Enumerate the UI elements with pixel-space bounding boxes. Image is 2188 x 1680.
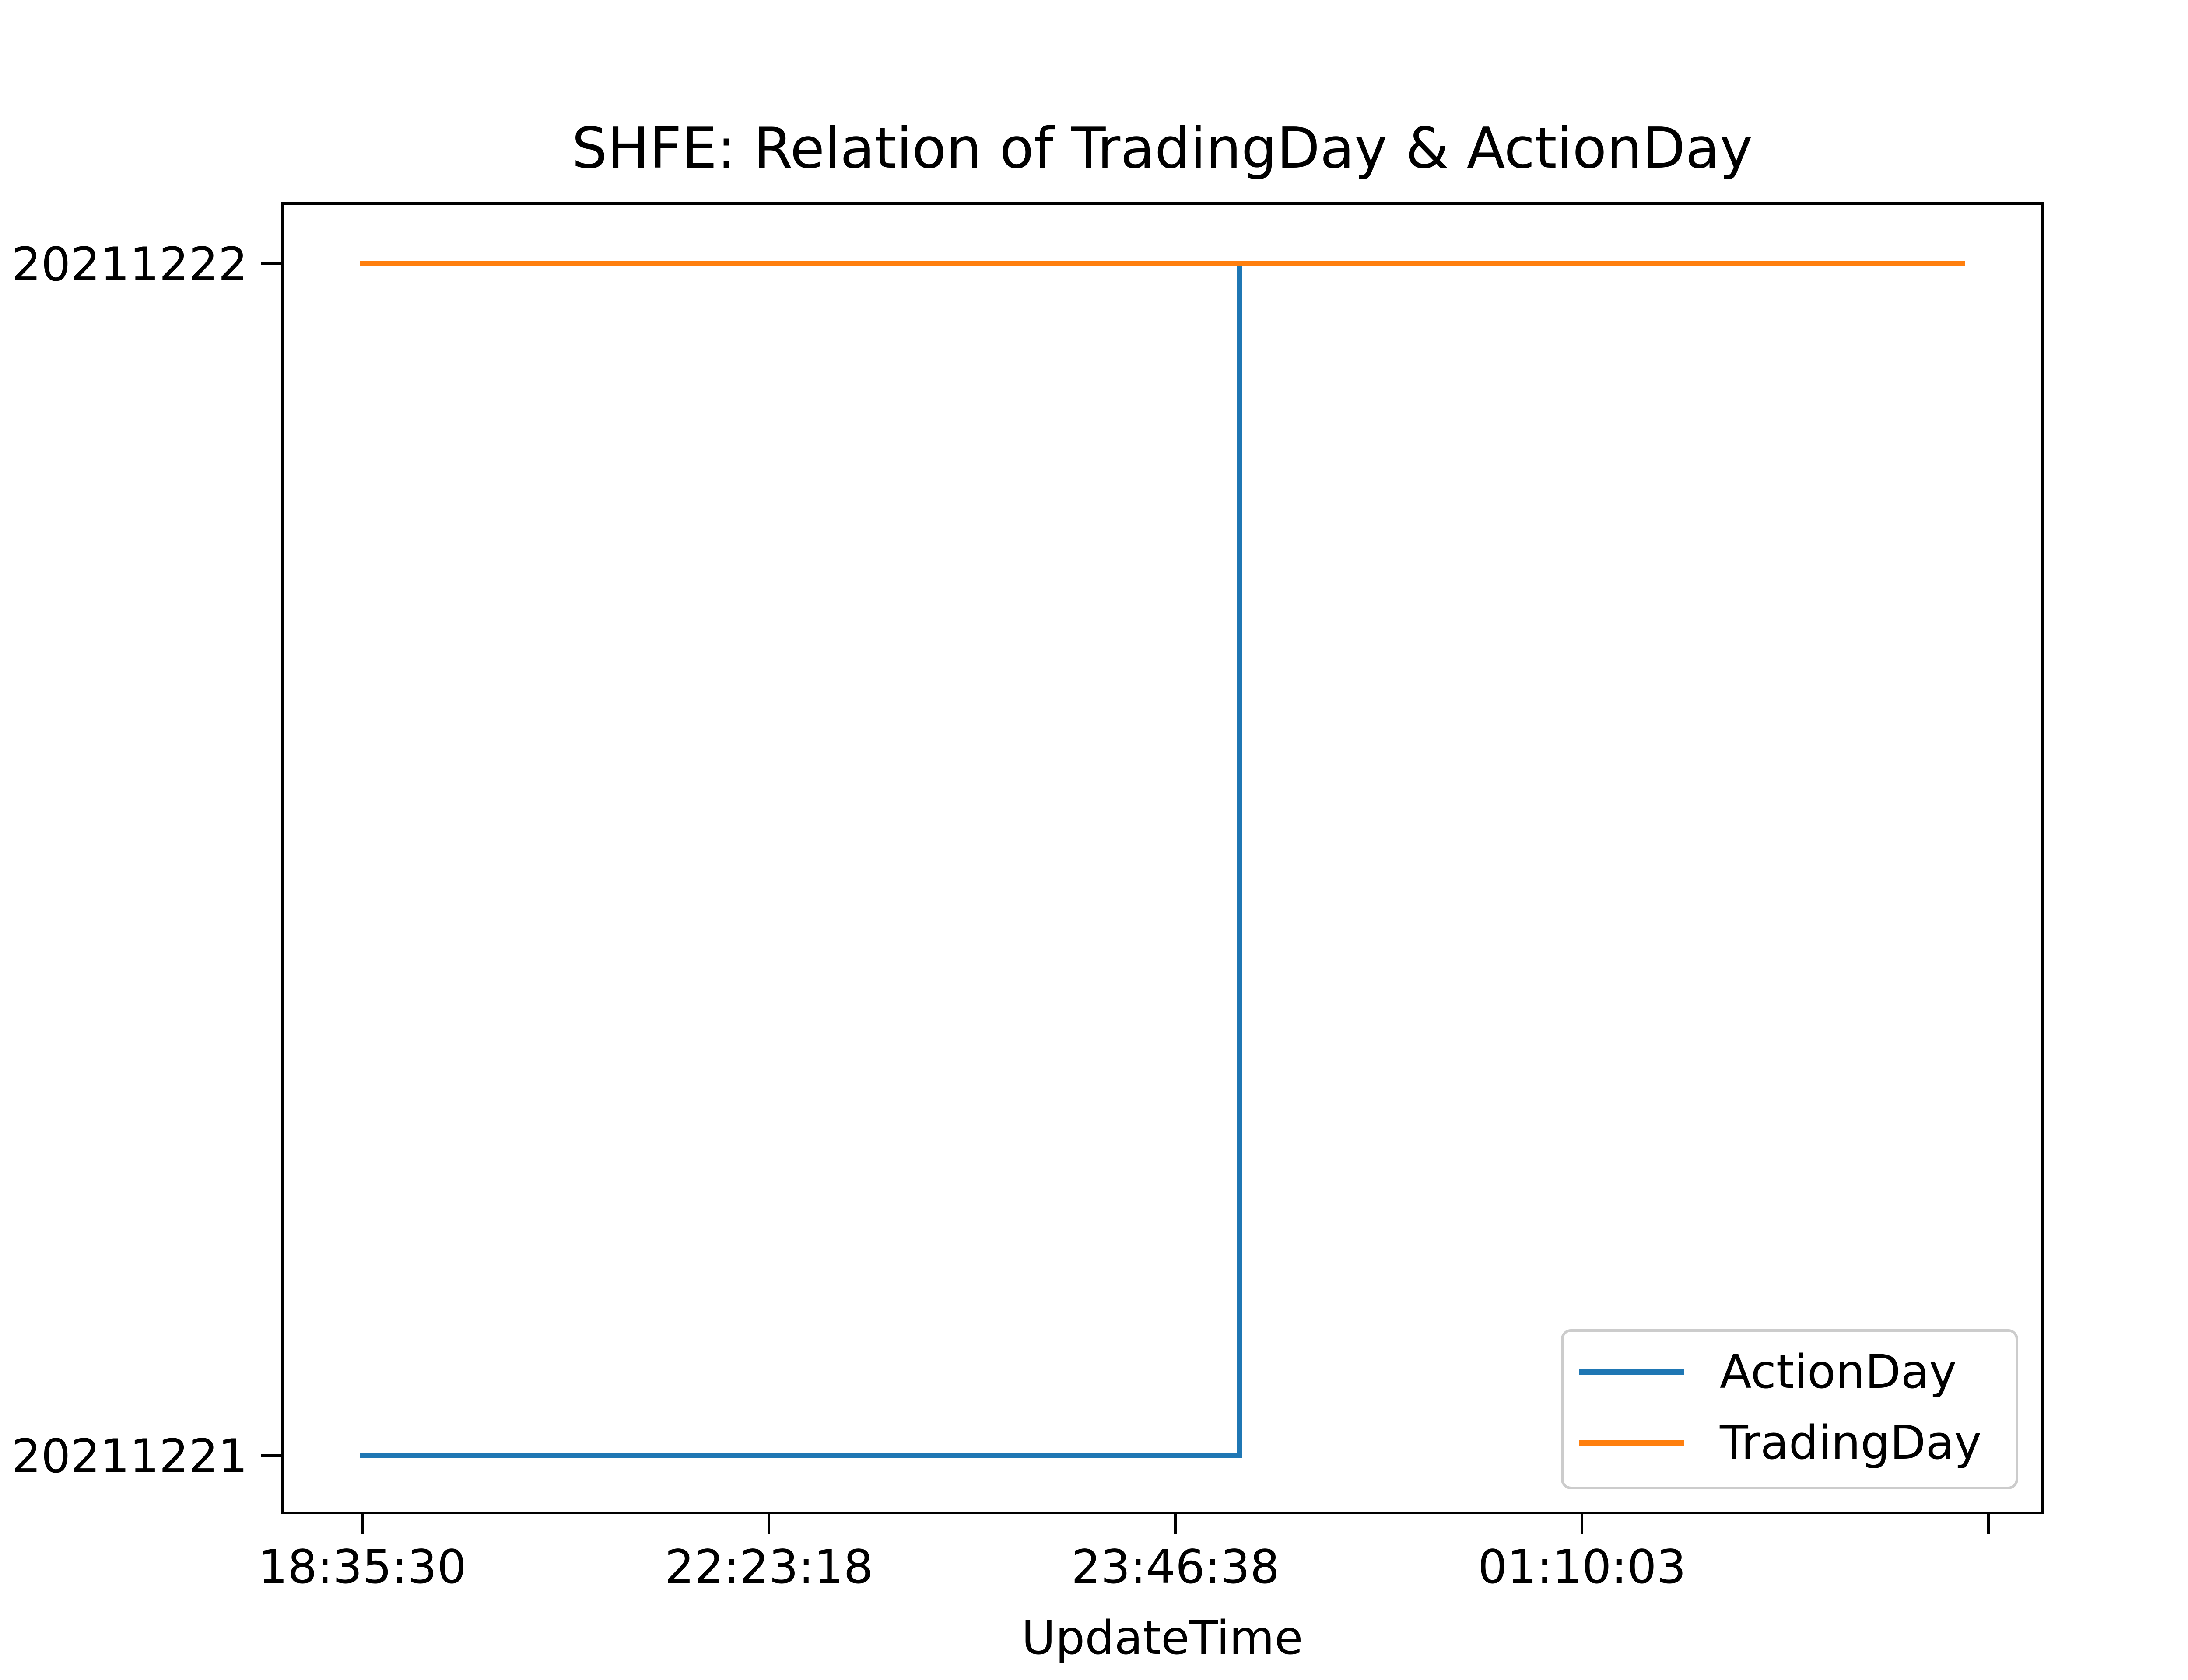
y-tick-label: 20211222: [11, 238, 248, 291]
y-tick-label: 20211221: [11, 1429, 248, 1483]
chart-title: SHFE: Relation of TradingDay & ActionDay: [572, 116, 1753, 181]
x-tick-label: 18:35:30: [258, 1540, 466, 1594]
legend-label-actionday: ActionDay: [1720, 1345, 1957, 1399]
y-axis-ticks: 20211221 20211222: [11, 238, 282, 1483]
legend-label-tradingday: TradingDay: [1719, 1416, 1981, 1470]
legend: ActionDay TradingDay: [1561, 1329, 2018, 1489]
x-tick-label: 23:46:38: [1071, 1540, 1280, 1594]
x-tick-label: 01:10:03: [1478, 1540, 1686, 1594]
x-axis-label: UpdateTime: [1021, 1611, 1303, 1665]
x-tick-label: 22:23:18: [665, 1540, 873, 1594]
plot-frame: [281, 202, 2044, 1514]
x-axis-ticks: 18:35:30 22:23:18 23:46:38 01:10:03: [258, 1513, 1990, 1594]
series-layer: [360, 261, 1965, 1458]
